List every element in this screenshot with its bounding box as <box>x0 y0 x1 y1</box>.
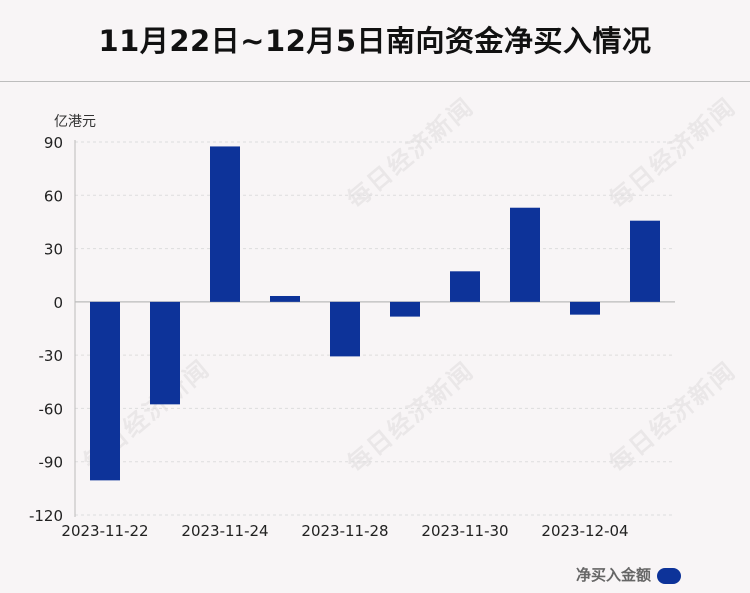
legend-swatch <box>657 567 682 584</box>
gridlines <box>75 141 675 516</box>
x-tick-labels: 2023-11-22 2023-11-24 2023-11-28 2023-11-30… <box>61 522 628 540</box>
y-tick-label: -120 <box>29 507 63 525</box>
y-tick-label: -90 <box>39 454 64 472</box>
bar <box>390 301 420 317</box>
bar <box>330 301 360 357</box>
bar <box>630 220 660 302</box>
bar <box>450 271 480 302</box>
y-tick-label: -30 <box>39 347 64 365</box>
y-tick-label: 30 <box>44 241 63 259</box>
bars <box>90 146 660 481</box>
legend: 净买入金额 <box>576 564 682 585</box>
y-tick-labels: 90 60 30 0 -30 -60 -90 -120 <box>29 134 63 525</box>
bar <box>270 295 300 302</box>
x-tick-label: 2023-12-04 <box>541 522 628 540</box>
bar <box>90 301 120 481</box>
title-bar: 11月22日~12月5日南向资金净买入情况 <box>0 0 750 82</box>
bar <box>570 301 600 315</box>
y-tick-label: 0 <box>53 294 63 312</box>
bar <box>150 301 180 405</box>
x-tick-label: 2023-11-30 <box>421 522 508 540</box>
y-tick-label: -60 <box>39 400 64 418</box>
chart-title: 11月22日~12月5日南向资金净买入情况 <box>98 24 652 58</box>
x-tick-label: 2023-11-24 <box>181 522 268 540</box>
x-tick-label: 2023-11-22 <box>61 522 148 540</box>
y-tick-label: 90 <box>44 134 63 152</box>
bar <box>210 146 240 302</box>
x-tick-label: 2023-11-28 <box>301 522 388 540</box>
y-tick-label: 60 <box>44 187 63 205</box>
y-axis-unit-label: 亿港元 <box>54 114 96 130</box>
bar <box>510 207 540 302</box>
legend-label: 净买入金额 <box>576 566 652 584</box>
